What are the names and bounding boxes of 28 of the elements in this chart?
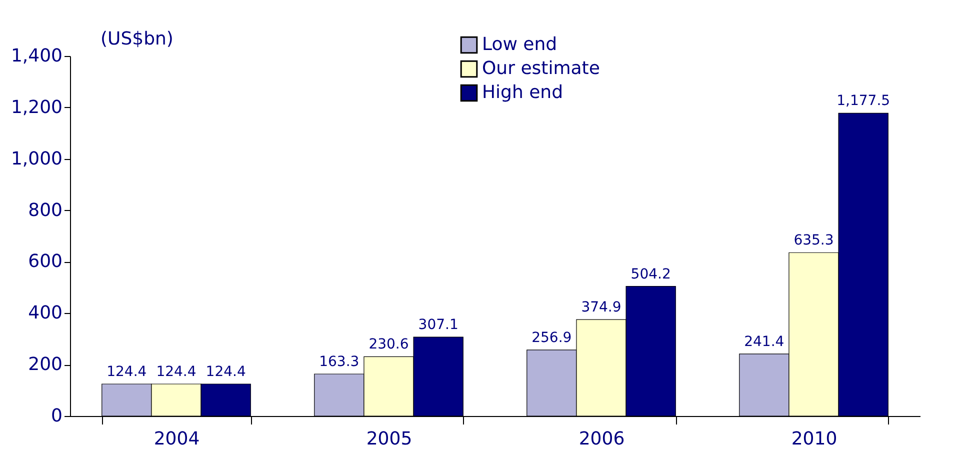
data-label: 230.6: [368, 336, 409, 353]
data-label: 504.2: [630, 266, 671, 282]
data-label: 256.9: [532, 330, 572, 346]
legend-label: Our estimate: [482, 58, 600, 79]
y-tick-label: 1,200: [10, 96, 62, 118]
data-label: 1,177.5: [836, 93, 890, 110]
data-label: 241.4: [744, 334, 784, 350]
data-label: 307.1: [418, 317, 458, 334]
x-tick-label: 2005: [366, 428, 412, 450]
legend-label: High end: [482, 82, 563, 103]
data-label: 163.3: [319, 354, 360, 370]
y-tick-label: 800: [28, 200, 62, 221]
x-tick-label: 2004: [154, 428, 200, 450]
y-tick-label: 1,000: [10, 148, 62, 170]
y-tick-label: 400: [28, 302, 62, 324]
y-tick-label: 0: [51, 406, 62, 426]
y-tick-label: 200: [28, 354, 62, 376]
data-label: 124.4: [106, 364, 147, 380]
y-tick-label: 600: [28, 251, 62, 272]
y-tick-label: 1,400: [10, 46, 62, 66]
data-label: 374.9: [581, 300, 622, 316]
legend-label: Low end: [482, 34, 558, 55]
y-axis-title: (US$bn): [100, 28, 174, 50]
data-label: 124.4: [206, 364, 246, 380]
data-label: 635.3: [794, 232, 834, 249]
x-tick-label: 2010: [791, 428, 838, 450]
data-label: 124.4: [156, 364, 196, 380]
x-tick-label: 2006: [578, 428, 625, 450]
